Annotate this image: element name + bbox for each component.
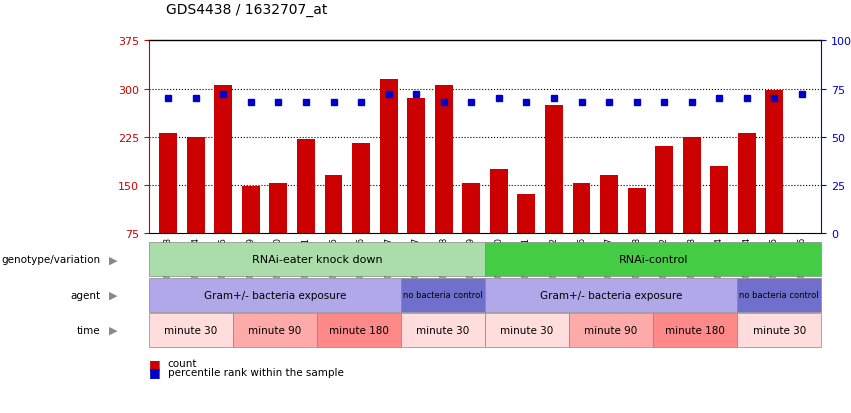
Bar: [408, 99, 426, 233]
Text: ▶: ▶: [109, 325, 117, 335]
Text: minute 180: minute 180: [665, 325, 725, 335]
Bar: [352, 144, 370, 233]
Text: agent: agent: [71, 290, 100, 300]
Bar: [628, 188, 646, 233]
Text: minute 30: minute 30: [752, 325, 806, 335]
Bar: [297, 139, 315, 233]
Text: GDS4438 / 1632707_at: GDS4438 / 1632707_at: [166, 2, 328, 17]
Text: time: time: [77, 325, 100, 335]
Text: RNAi-eater knock down: RNAi-eater knock down: [252, 255, 382, 265]
Bar: [683, 137, 700, 233]
Text: no bacteria control: no bacteria control: [403, 290, 483, 299]
Text: minute 90: minute 90: [248, 325, 301, 335]
Text: ▶: ▶: [109, 255, 117, 265]
Bar: [462, 183, 480, 233]
Text: minute 30: minute 30: [500, 325, 554, 335]
Bar: [187, 137, 205, 233]
Text: minute 30: minute 30: [164, 325, 218, 335]
Bar: [545, 105, 563, 233]
Text: minute 30: minute 30: [416, 325, 470, 335]
Bar: [159, 134, 177, 233]
Text: ■: ■: [149, 365, 161, 378]
Text: minute 180: minute 180: [329, 325, 389, 335]
Bar: [324, 176, 342, 233]
Bar: [765, 90, 783, 233]
Bar: [214, 86, 232, 233]
Bar: [573, 184, 591, 233]
Bar: [435, 86, 453, 233]
Text: genotype/variation: genotype/variation: [2, 255, 100, 265]
Bar: [490, 169, 508, 233]
Bar: [600, 176, 618, 233]
Text: percentile rank within the sample: percentile rank within the sample: [168, 367, 344, 377]
Text: ■: ■: [149, 357, 161, 370]
Text: minute 90: minute 90: [585, 325, 637, 335]
Bar: [270, 184, 288, 233]
Text: ▶: ▶: [109, 290, 117, 300]
Bar: [242, 187, 260, 233]
Text: no bacteria control: no bacteria control: [740, 290, 819, 299]
Bar: [711, 166, 728, 233]
Text: Gram+/- bacteria exposure: Gram+/- bacteria exposure: [540, 290, 683, 300]
Text: count: count: [168, 358, 197, 368]
Bar: [380, 80, 397, 233]
Text: RNAi-control: RNAi-control: [619, 255, 688, 265]
Bar: [655, 147, 673, 233]
Bar: [738, 134, 756, 233]
Text: Gram+/- bacteria exposure: Gram+/- bacteria exposure: [203, 290, 346, 300]
Bar: [517, 195, 535, 233]
